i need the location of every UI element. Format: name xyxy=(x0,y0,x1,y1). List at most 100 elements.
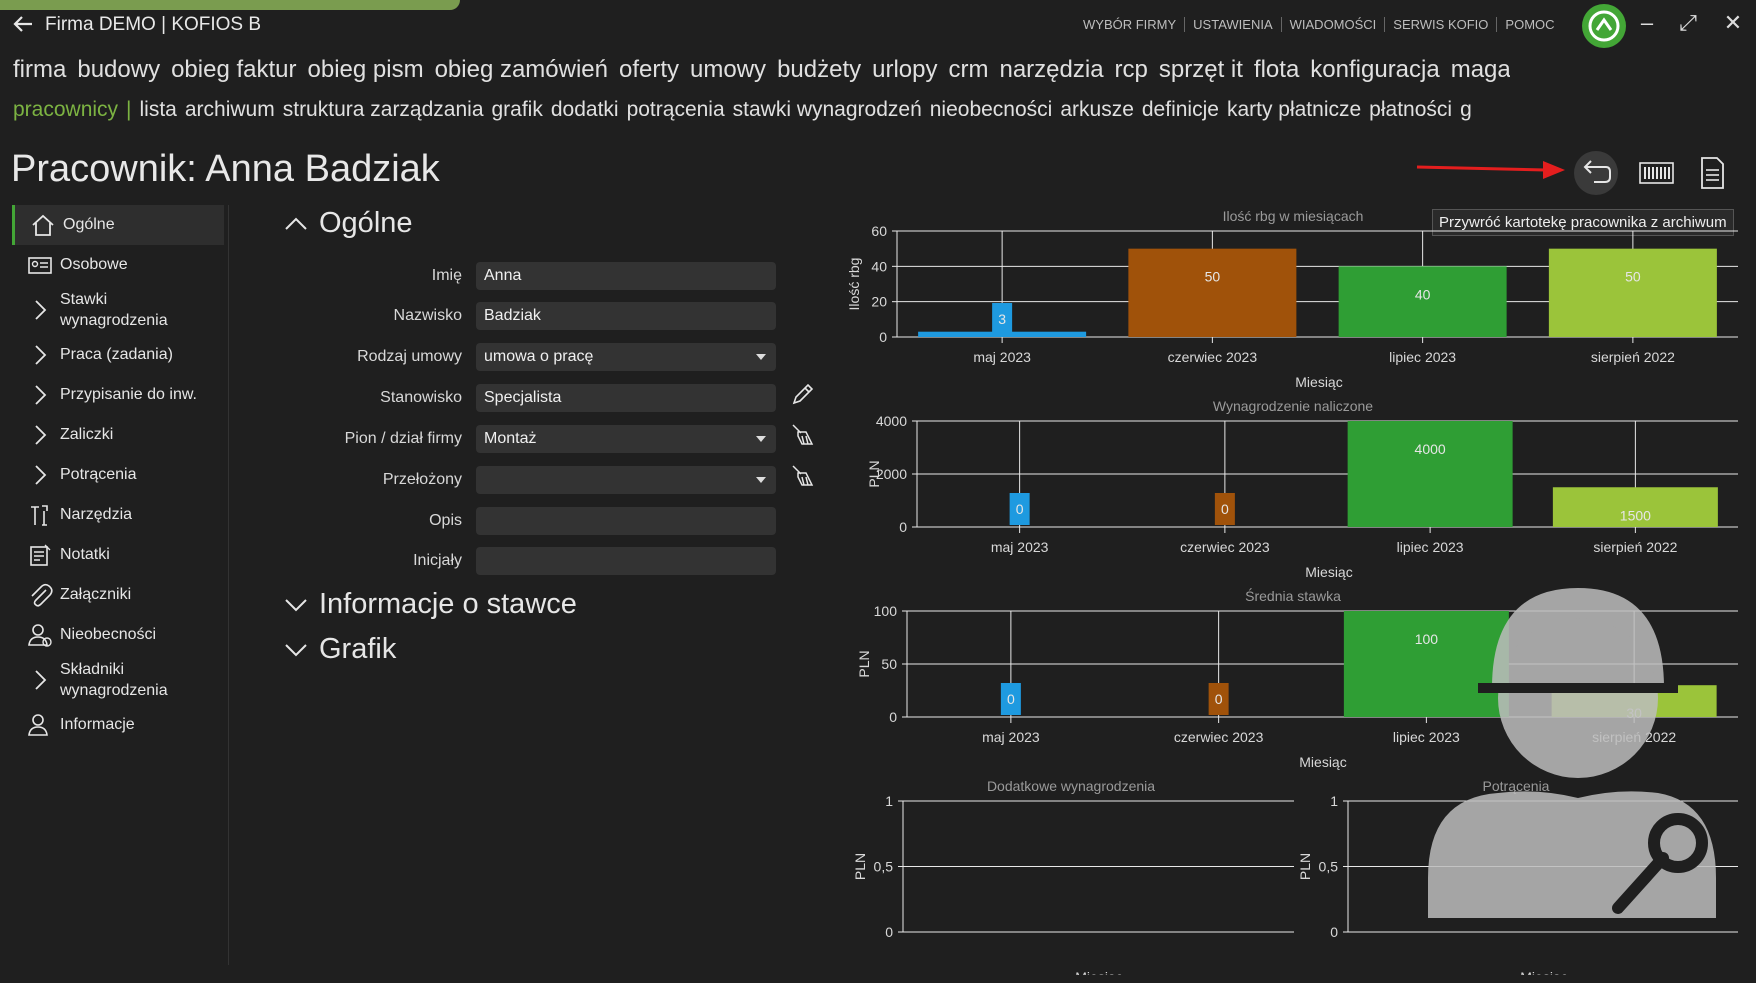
submodule-separator: | xyxy=(126,98,132,121)
dropdown-arrow-icon xyxy=(756,477,766,483)
contract-select[interactable]: umowa o pracę xyxy=(476,343,776,371)
module-sprzet-it[interactable]: sprzęt it xyxy=(1158,56,1243,83)
submodule-arkusze[interactable]: arkusze xyxy=(1060,98,1134,121)
minimize-icon[interactable]: – xyxy=(1640,10,1654,35)
y-axis-label: PLN xyxy=(852,853,868,880)
sidebar-item-zaliczki[interactable]: Zaliczki xyxy=(12,415,224,455)
x-tick-label: lipiec 2023 xyxy=(1397,539,1464,555)
submodule-potracenia[interactable]: potrącenia xyxy=(626,98,725,121)
initials-field[interactable] xyxy=(476,547,776,575)
kofio-logo-icon[interactable] xyxy=(1582,4,1626,48)
submodule-karty[interactable]: karty płatnicze xyxy=(1226,98,1362,121)
module-rcp[interactable]: rcp xyxy=(1114,56,1148,83)
y-tick-label: 50 xyxy=(881,656,897,672)
department-select[interactable]: Montaż xyxy=(476,425,776,453)
supervisor-select[interactable] xyxy=(476,466,776,494)
module-urlopy[interactable]: urlopy xyxy=(872,56,938,83)
top-menu-help[interactable]: POMOC xyxy=(1496,17,1562,32)
x-tick-label: sierpień 2022 xyxy=(1591,349,1675,365)
data-label: 100 xyxy=(1415,631,1439,647)
section-schedule-header[interactable]: Grafik xyxy=(283,633,396,666)
submodule-grafik[interactable]: grafik xyxy=(491,98,543,121)
module-firma[interactable]: firma xyxy=(13,56,67,83)
chart-title: Wynagrodzenie naliczone xyxy=(1213,398,1373,414)
module-narzedzia[interactable]: narzędzia xyxy=(999,56,1104,83)
top-menu-settings[interactable]: USTAWIENIA xyxy=(1184,17,1280,32)
barcode-button[interactable] xyxy=(1635,151,1679,195)
module-konfiguracja[interactable]: konfiguracja xyxy=(1310,56,1440,83)
bar xyxy=(1128,248,1297,337)
y-axis-label: Ilość rbg xyxy=(846,258,862,311)
module-crm[interactable]: crm xyxy=(948,56,989,83)
sidebar-item-przypisanie[interactable]: Przypisanie do inw. xyxy=(12,375,224,415)
broom-icon[interactable] xyxy=(790,463,816,489)
sidebar-item-ogolne[interactable]: Ogólne xyxy=(12,205,224,245)
pencil-icon[interactable] xyxy=(790,381,816,407)
module-umowy[interactable]: umowy xyxy=(690,56,767,83)
y-tick-label: 0,5 xyxy=(1319,859,1339,875)
data-label: 40 xyxy=(1415,286,1431,302)
first-name-field[interactable]: Anna xyxy=(476,262,776,290)
submodule-definicje[interactable]: definicje xyxy=(1141,98,1219,121)
top-menu-messages[interactable]: WIADOMOŚCI xyxy=(1280,17,1385,32)
sidebar-item-skladniki[interactable]: Składniki wynagrodzenia xyxy=(12,655,224,705)
close-icon[interactable]: ✕ xyxy=(1723,10,1743,35)
section-rate-header[interactable]: Informacje o stawce xyxy=(283,588,577,621)
chart-title: Średnia stawka xyxy=(1245,587,1341,604)
module-oferty[interactable]: oferty xyxy=(619,56,680,83)
section-schedule-title: Grafik xyxy=(319,633,397,665)
data-label: 1500 xyxy=(1620,507,1651,523)
document-button[interactable] xyxy=(1690,151,1734,195)
x-axis-label: Miesiąc xyxy=(1305,564,1352,580)
position-field[interactable]: Specjalista xyxy=(476,384,776,412)
module-budowy[interactable]: budowy xyxy=(77,56,161,83)
module-obieg-zamowien[interactable]: obieg zamówień xyxy=(434,56,608,83)
y-tick-label: 40 xyxy=(871,258,887,274)
x-tick-label: maj 2023 xyxy=(982,729,1040,745)
module-magazyn[interactable]: magazy xyxy=(1450,56,1510,83)
maximize-icon[interactable]: ⤢ xyxy=(1679,10,1697,35)
sidebar-item-narzedzia[interactable]: Narzędzia xyxy=(12,495,224,535)
submodule-stawki[interactable]: stawki wynagrodzeń xyxy=(732,98,922,121)
dropdown-arrow-icon xyxy=(756,354,766,360)
sidebar-item-notatki[interactable]: Notatki xyxy=(12,535,224,575)
restore-from-archive-button[interactable] xyxy=(1574,151,1618,195)
submodule-lista[interactable]: lista xyxy=(139,98,177,121)
sidebar-item-osobowe[interactable]: Osobowe xyxy=(12,245,224,285)
sidebar-item-praca[interactable]: Praca (zadania) xyxy=(12,335,224,375)
person-icon xyxy=(28,624,52,647)
back-arrow-icon[interactable] xyxy=(10,10,38,38)
sidebar-item-stawki[interactable]: Stawki wynagrodzenia xyxy=(12,285,224,335)
submodule-struktura[interactable]: struktura zarządzania xyxy=(282,98,484,121)
top-menu-company[interactable]: WYBÓR FIRMY xyxy=(1083,17,1177,32)
submodule-archiwum[interactable]: archiwum xyxy=(184,98,275,121)
support-person-watermark-icon xyxy=(1428,588,1716,918)
module-obieg-pism[interactable]: obieg pism xyxy=(307,56,424,83)
submodule-more[interactable]: g xyxy=(1460,98,1472,121)
submodule-pracownicy[interactable]: pracownicy xyxy=(13,98,119,121)
last-name-field[interactable]: Badziak xyxy=(476,302,776,330)
y-tick-label: 1 xyxy=(1330,793,1338,809)
section-ogolne-header[interactable]: Ogólne xyxy=(283,207,413,240)
home-icon xyxy=(32,214,54,236)
bar xyxy=(1548,248,1717,337)
description-field[interactable] xyxy=(476,507,776,535)
sidebar-item-nieobecnosci[interactable]: Nieobecności xyxy=(12,615,224,655)
barcode-icon xyxy=(1639,162,1674,184)
submodule-platnosci[interactable]: płatności xyxy=(1369,98,1453,121)
y-axis-label: PLN xyxy=(856,650,872,677)
broom-icon[interactable] xyxy=(790,422,816,448)
module-budzety[interactable]: budżety xyxy=(777,56,862,83)
data-label-box xyxy=(1009,493,1030,525)
sidebar-item-label: Informacje xyxy=(60,716,135,733)
y-axis-label: PLN xyxy=(866,460,882,487)
sidebar-item-potracenia[interactable]: Potrącenia xyxy=(12,455,224,495)
top-menu-service[interactable]: SERWIS KOFIO xyxy=(1384,17,1496,32)
module-flota[interactable]: flota xyxy=(1253,56,1300,83)
sidebar-item-label: Zaliczki xyxy=(60,426,114,443)
submodule-dodatki[interactable]: dodatki xyxy=(550,98,619,121)
module-obieg-faktur[interactable]: obieg faktur xyxy=(171,56,297,83)
sidebar-item-zalaczniki[interactable]: Załączniki xyxy=(12,575,224,615)
sidebar-item-informacje[interactable]: Informacje xyxy=(12,705,224,745)
submodule-nieobecnosci[interactable]: nieobecności xyxy=(929,98,1053,121)
